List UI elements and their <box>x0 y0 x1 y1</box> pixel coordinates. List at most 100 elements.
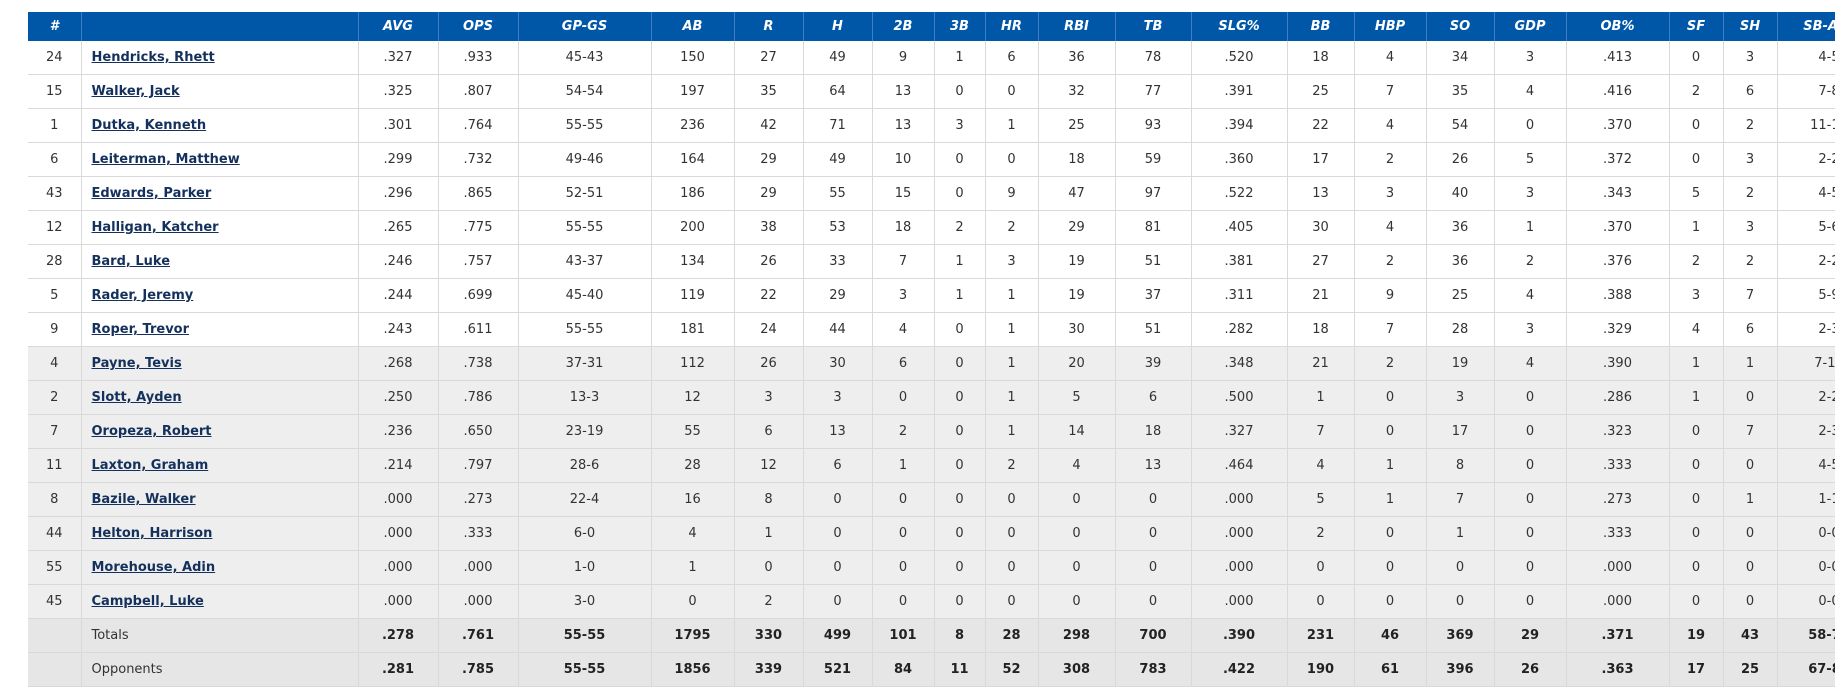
col-header-sf[interactable]: SF <box>1669 12 1724 41</box>
cell-ob: .363 <box>1566 652 1670 687</box>
cell-r: 8 <box>734 482 804 517</box>
cell-2b: 4 <box>872 312 935 347</box>
col-header-bb[interactable]: BB <box>1287 12 1355 41</box>
cell-sf: 0 <box>1669 448 1724 483</box>
cell-sf: 0 <box>1669 142 1724 177</box>
player-name-link[interactable]: Oropeza, Robert <box>91 424 212 439</box>
col-header-hr[interactable]: HR <box>985 12 1039 41</box>
cell-hbp: 7 <box>1354 74 1427 109</box>
cell-tb: 77 <box>1115 74 1192 109</box>
cell-sh: 43 <box>1723 618 1778 653</box>
col-header-ob[interactable]: OB% <box>1566 12 1670 41</box>
player-name-link[interactable]: Dutka, Kenneth <box>91 118 207 133</box>
table-row: 5 Rader, Jeremy .244.699 45-40 119 22 29 3 1 1 19 3… <box>28 278 1835 313</box>
table-row: 8 Bazile, Walker .000.273 22-4 16 8 0 0 0 0 0 0.000… <box>28 482 1835 517</box>
cell-sh: 0 <box>1723 550 1778 585</box>
cell-ab: 55 <box>651 414 735 449</box>
cell-2b: 0 <box>872 380 935 415</box>
cell-ops: .785 <box>438 652 519 687</box>
cell-rbi: 19 <box>1038 278 1116 313</box>
player-name-link[interactable]: Roper, Trevor <box>91 322 190 337</box>
cell-ob: .000 <box>1566 550 1670 585</box>
cell-h: 30 <box>803 346 873 381</box>
cell-num: 28 <box>28 244 82 279</box>
table-row: 6 Leiterman, Matthew .299.732 49-46 164 29 49 1… <box>28 142 1835 177</box>
cell-gp-gs: 23-19 <box>518 414 652 449</box>
cell-avg: .327 <box>358 41 439 75</box>
col-header-2b[interactable]: 2B <box>872 12 935 41</box>
player-name-link[interactable]: Edwards, Parker <box>91 186 212 201</box>
cell-gp-gs: 55-55 <box>518 108 652 143</box>
cell-r: 0 <box>734 550 804 585</box>
col-header-so[interactable]: SO <box>1426 12 1495 41</box>
cell-h: 13 <box>803 414 873 449</box>
cell-rbi: 0 <box>1038 482 1116 517</box>
col-header-slg[interactable]: SLG% <box>1191 12 1288 41</box>
cell-hr: 2 <box>985 448 1039 483</box>
player-name-link[interactable]: Laxton, Graham <box>91 458 209 473</box>
col-header-hbp[interactable]: HBP <box>1354 12 1427 41</box>
cell-slg: .000 <box>1191 482 1288 517</box>
table-row: 4 Payne, Tevis .268.738 37-31 112 26 30 6 0 1 20 39… <box>28 346 1835 381</box>
col-header-num[interactable]: # <box>28 12 82 41</box>
cell-sb-att: 0-0 <box>1777 516 1835 551</box>
player-name-link[interactable]: Bazile, Walker <box>91 492 196 507</box>
cell-sb-att: 67-84 <box>1777 652 1835 687</box>
col-header-h[interactable]: H <box>803 12 873 41</box>
cell-name: Edwards, Parker <box>81 176 359 211</box>
cell-name: Oropeza, Robert <box>81 414 359 449</box>
col-header-sb-att[interactable]: SB-ATT <box>1777 12 1835 41</box>
player-name-link[interactable]: Rader, Jeremy <box>91 288 194 303</box>
col-header-ab[interactable]: AB <box>651 12 735 41</box>
player-name-link[interactable]: Morehouse, Adin <box>91 560 216 575</box>
cell-ab: 4 <box>651 516 735 551</box>
cell-bb: 18 <box>1287 41 1355 75</box>
cell-tb: 13 <box>1115 448 1192 483</box>
cell-so: 3 <box>1426 380 1495 415</box>
summary-label: Totals <box>81 618 359 653</box>
cell-sf: 1 <box>1669 380 1724 415</box>
col-header-gdp[interactable]: GDP <box>1494 12 1567 41</box>
cell-gp-gs: 45-43 <box>518 41 652 75</box>
cell-ab: 1 <box>651 550 735 585</box>
player-name-link[interactable]: Hendricks, Rhett <box>91 50 215 65</box>
cell-name: Payne, Tevis <box>81 346 359 381</box>
player-name-link[interactable]: Slott, Ayden <box>91 390 182 405</box>
col-header-gp-gs[interactable]: GP-GS <box>518 12 652 41</box>
cell-3b: 8 <box>934 618 986 653</box>
col-header-r[interactable]: R <box>734 12 804 41</box>
cell-ob: .333 <box>1566 448 1670 483</box>
cell-sb-att: 0-0 <box>1777 584 1835 619</box>
cell-gdp: 0 <box>1494 448 1567 483</box>
cell-h: 499 <box>803 618 873 653</box>
cell-ob: .372 <box>1566 142 1670 177</box>
cell-2b: 13 <box>872 74 935 109</box>
cell-hr: 0 <box>985 74 1039 109</box>
cell-so: 8 <box>1426 448 1495 483</box>
col-header-sh[interactable]: SH <box>1723 12 1778 41</box>
player-name-link[interactable]: Helton, Harrison <box>91 526 213 541</box>
cell-sh: 3 <box>1723 142 1778 177</box>
col-header-avg[interactable]: AVG <box>358 12 439 41</box>
cell-rbi: 14 <box>1038 414 1116 449</box>
cell-name: Roper, Trevor <box>81 312 359 347</box>
col-header-3b[interactable]: 3B <box>934 12 986 41</box>
cell-avg: .000 <box>358 516 439 551</box>
col-header-ops[interactable]: OPS <box>438 12 519 41</box>
player-name-link[interactable]: Walker, Jack <box>91 84 180 99</box>
cell-3b: 1 <box>934 41 986 75</box>
col-header-rbi[interactable]: RBI <box>1038 12 1116 41</box>
player-name-link[interactable]: Leiterman, Matthew <box>91 152 240 167</box>
cell-r: 330 <box>734 618 804 653</box>
player-name-link[interactable]: Halligan, Katcher <box>91 220 219 235</box>
cell-slg: .391 <box>1191 74 1288 109</box>
cell-slg: .000 <box>1191 550 1288 585</box>
player-name-link[interactable]: Bard, Luke <box>91 254 171 269</box>
col-header-tb[interactable]: TB <box>1115 12 1192 41</box>
cell-3b: 0 <box>934 482 986 517</box>
player-name-link[interactable]: Payne, Tevis <box>91 356 182 371</box>
cell-sf: 0 <box>1669 482 1724 517</box>
cell-ob: .416 <box>1566 74 1670 109</box>
table-row: 9 Roper, Trevor .243.611 55-55 181 24 44 4 0 1 30 5… <box>28 312 1835 347</box>
player-name-link[interactable]: Campbell, Luke <box>91 594 204 609</box>
